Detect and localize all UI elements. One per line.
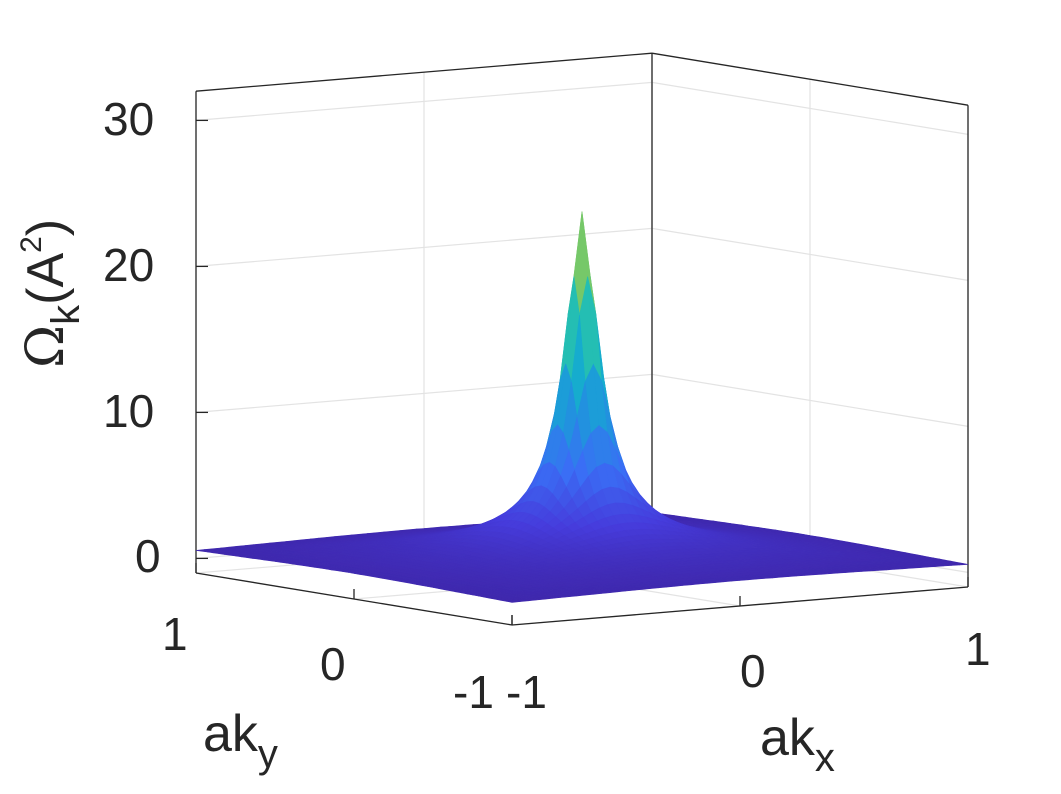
y-tick-label: 0 bbox=[320, 638, 346, 690]
y-tick-label: 1 bbox=[162, 608, 188, 660]
z-axis-label-close: ) bbox=[17, 218, 75, 237]
y-axis-label: aky bbox=[203, 705, 278, 774]
x-axis-label-base: ak bbox=[760, 709, 815, 767]
z-tick-label: 10 bbox=[103, 385, 155, 437]
z-axis-label-omega: Ω bbox=[16, 324, 76, 368]
z-axis-label-sub: k bbox=[44, 304, 88, 325]
z-axis-label: Ωk(A2) bbox=[15, 218, 88, 368]
surface-patch bbox=[506, 599, 521, 603]
y-axis-label-sub: y bbox=[257, 732, 278, 776]
x-axis-label: akx bbox=[760, 709, 835, 778]
z-axis-label-open: (A bbox=[17, 252, 75, 305]
x-tick-label: 0 bbox=[740, 645, 766, 697]
x-tick-label: -1 bbox=[506, 666, 547, 718]
z-tick-label: 0 bbox=[135, 530, 161, 582]
z-tick-label: 30 bbox=[103, 93, 155, 145]
y-axis-label-base: ak bbox=[203, 705, 258, 763]
z-axis-label-sup: 2 bbox=[15, 236, 48, 253]
y-tick-label: -1 bbox=[453, 666, 494, 718]
box-edge bbox=[195, 52, 653, 92]
box-edge bbox=[651, 52, 969, 106]
surface-mesh bbox=[195, 211, 969, 603]
z-gridline bbox=[195, 81, 969, 135]
x-axis-label-sub: x bbox=[814, 736, 835, 780]
z-tick-label: 20 bbox=[103, 239, 155, 291]
x-tick-label: 1 bbox=[965, 623, 991, 675]
